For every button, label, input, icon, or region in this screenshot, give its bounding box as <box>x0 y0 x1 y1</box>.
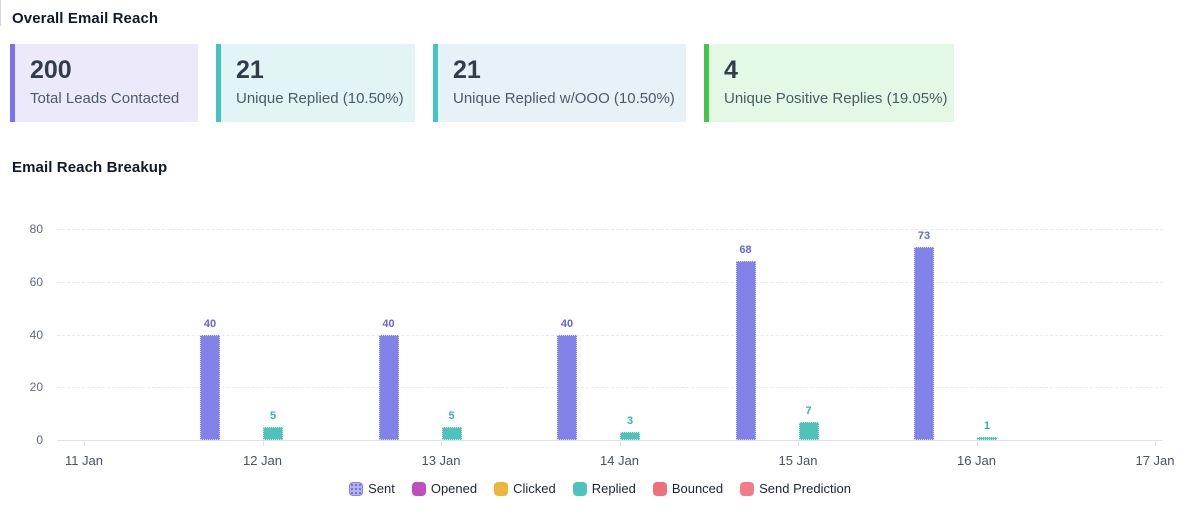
y-axis-label: 40 <box>29 327 43 342</box>
legend-item-sent[interactable]: Sent <box>349 481 395 496</box>
stat-label: Unique Replied (10.50%) <box>236 90 404 107</box>
legend-item-bounced[interactable]: Bounced <box>652 481 724 496</box>
legend-swatch-bounced <box>652 481 667 496</box>
bar-value-label: 7 <box>805 404 812 417</box>
bar-sent[interactable] <box>378 334 399 440</box>
legend-item-send-prediction[interactable]: Send Prediction <box>740 481 851 496</box>
summary-cards: 200 Total Leads Contacted 21 Unique Replied… <box>10 44 954 122</box>
x-axis-label: 17 Jan <box>1135 453 1175 468</box>
x-axis-tick <box>262 440 264 446</box>
legend-label: Clicked <box>513 481 556 496</box>
legend-item-replied[interactable]: Replied <box>572 481 636 496</box>
bar-value-label: 5 <box>269 409 277 422</box>
legend-label: Sent <box>368 481 395 496</box>
x-axis-label: 14 Jan <box>599 453 640 468</box>
legend-label: Opened <box>430 481 478 496</box>
bar-replied[interactable] <box>441 426 462 440</box>
bar-replied[interactable] <box>798 421 819 440</box>
bar-sent[interactable] <box>557 334 577 440</box>
stat-value: 21 <box>236 56 264 84</box>
gridline <box>57 229 1163 230</box>
bar-replied[interactable] <box>977 437 997 440</box>
bar-replied[interactable] <box>263 426 283 440</box>
x-axis-tick <box>1155 440 1156 446</box>
legend-swatch-sent <box>349 481 364 496</box>
legend-swatch-opened <box>411 481 426 496</box>
x-axis-label: 12 Jan <box>242 453 283 468</box>
stat-card: 200 Total Leads Contacted <box>10 44 198 122</box>
legend-item-clicked[interactable]: Clicked <box>494 481 556 496</box>
stat-label: Total Leads Contacted <box>30 90 180 107</box>
legend-label: Replied <box>591 481 636 496</box>
gridline <box>57 387 1163 389</box>
x-axis-tick <box>976 440 978 446</box>
x-axis-tick <box>441 440 442 446</box>
stat-label: Unique Positive Replies (19.05%) <box>724 90 948 107</box>
bar-value-label: 40 <box>203 317 217 330</box>
bar-value-label: 5 <box>448 409 455 422</box>
bar-value-label: 68 <box>739 243 752 256</box>
bar-replied[interactable] <box>620 432 640 440</box>
legend-label: Send Prediction <box>759 481 851 496</box>
gridline <box>57 334 1163 336</box>
plot-area <box>57 229 1163 441</box>
bar-value-label: 40 <box>382 317 395 330</box>
bar-sent[interactable] <box>914 247 934 440</box>
y-axis-label: 0 <box>36 433 43 447</box>
x-axis-label: 11 Jan <box>64 453 104 468</box>
bar-sent[interactable] <box>735 260 756 440</box>
bar-value-label: 3 <box>626 415 634 428</box>
x-axis-label: 16 Jan <box>956 453 997 468</box>
y-axis-label: 20 <box>29 380 43 395</box>
stat-card: 21 Unique Replied w/OOO (10.50%) <box>433 44 686 122</box>
legend-swatch-clicked <box>494 481 509 496</box>
stat-label: Unique Replied w/OOO (10.50%) <box>453 90 675 107</box>
x-axis-tick <box>619 440 621 446</box>
x-axis-tick <box>798 440 799 446</box>
bar-value-label: 40 <box>560 317 574 330</box>
x-axis-label: 13 Jan <box>421 453 461 468</box>
bar-sent[interactable] <box>200 334 220 440</box>
chart-title: Email Reach Breakup <box>12 159 168 176</box>
stat-card: 4 Unique Positive Replies (19.05%) <box>704 44 954 122</box>
legend-swatch-send-prediction <box>740 481 755 496</box>
stat-value: 4 <box>724 56 738 84</box>
y-axis-label: 60 <box>29 274 43 289</box>
stat-value: 200 <box>30 56 72 84</box>
legend-item-opened[interactable]: Opened <box>411 481 478 496</box>
page-title: Overall Email Reach <box>12 10 159 27</box>
bar-value-label: 73 <box>917 230 931 243</box>
legend-label: Bounced <box>671 481 724 496</box>
stat-card: 21 Unique Replied (10.50%) <box>216 44 415 122</box>
chart-legend: Sent Opened Clicked Replied Bounced Send Pred… <box>0 481 1200 496</box>
x-axis-label: 15 Jan <box>778 453 818 468</box>
legend-swatch-replied <box>572 481 587 496</box>
y-axis-label: 80 <box>29 222 43 236</box>
bar-value-label: 1 <box>983 420 991 433</box>
gridline <box>57 281 1163 283</box>
x-axis-tick <box>84 440 85 446</box>
container-edge-line <box>0 0 1 26</box>
stat-value: 21 <box>453 56 481 84</box>
